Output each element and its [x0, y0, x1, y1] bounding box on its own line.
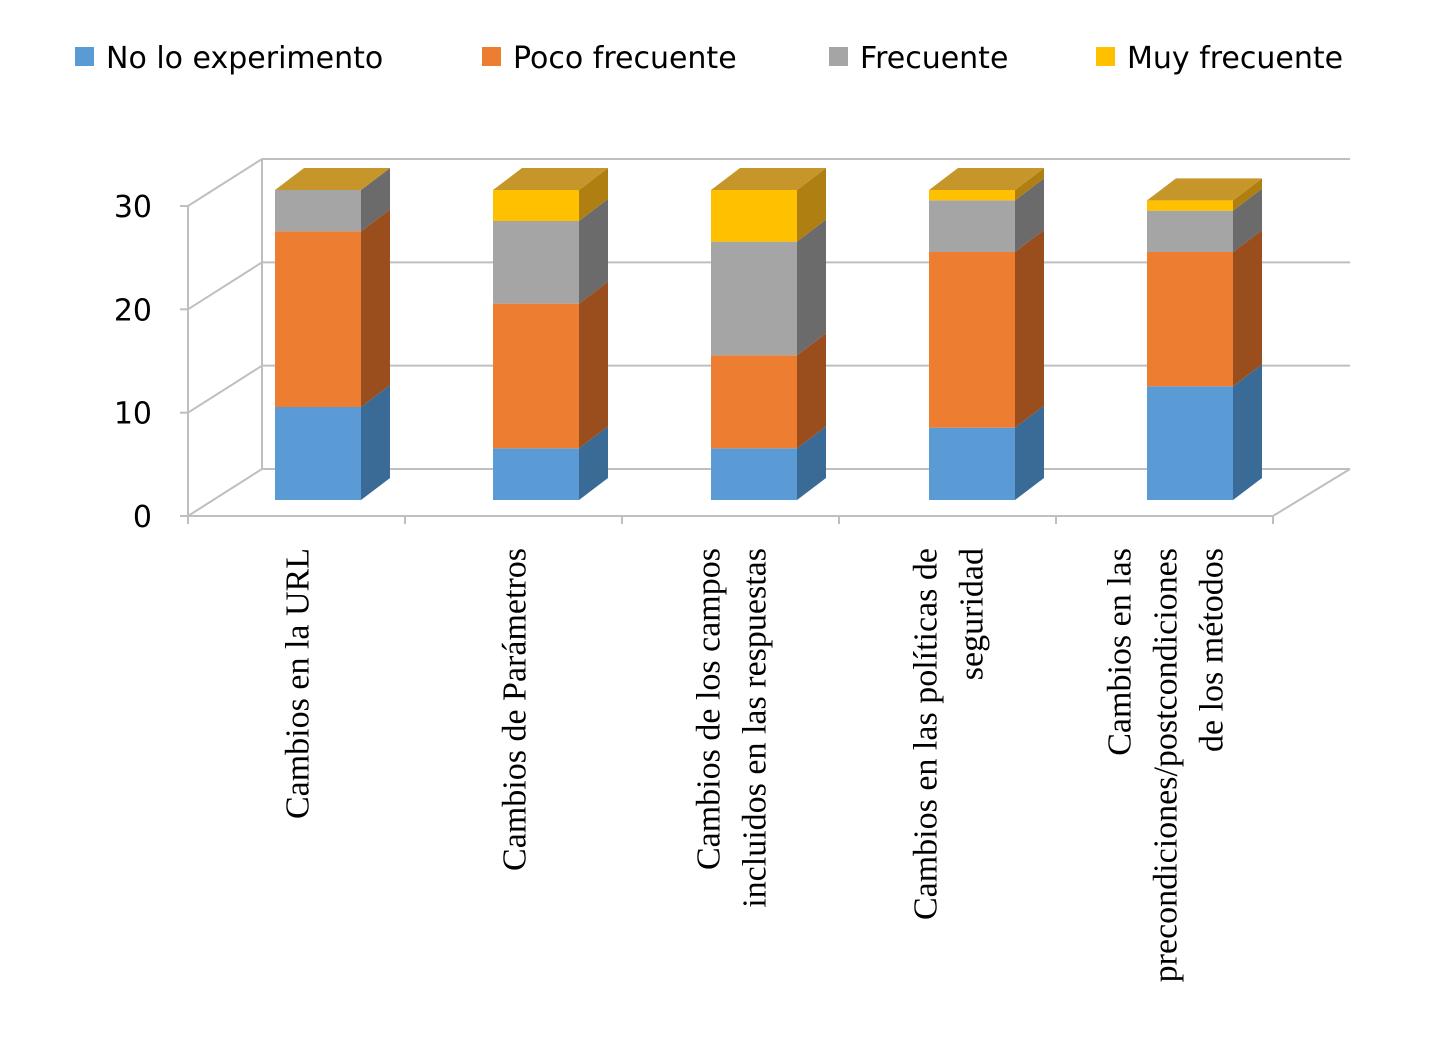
axes [180, 205, 1274, 524]
bar-segment-side [1015, 178, 1044, 252]
y-tick-label: 10 [114, 397, 152, 432]
x-tick-label-line: de los métodos [1194, 548, 1231, 752]
bar-segment [493, 448, 579, 500]
x-tick-label: Cambios de Parámetros [497, 548, 534, 871]
bar-segment [711, 448, 797, 500]
legend-swatch [75, 47, 94, 66]
bar-top-cap [929, 168, 1044, 190]
legend-entry: Muy frecuente [1096, 41, 1343, 76]
bar-segment-side [1233, 178, 1262, 211]
bar-segment [275, 190, 361, 232]
bar-segment-side [1015, 405, 1044, 500]
bar-segment [711, 241, 797, 356]
x-tick-label: Cambios de los campos incluidos en las re… [691, 548, 774, 908]
bar-segment-side [579, 168, 608, 221]
legend-swatch [1096, 47, 1115, 66]
legend-label: Frecuente [860, 41, 1008, 76]
bar-segment-side [1233, 364, 1262, 500]
legend-entry: Poco frecuente [482, 41, 737, 76]
bar-top-cap [493, 168, 608, 190]
bar-stack [1147, 178, 1262, 500]
x-tick-label-line: Cambios de Parámetros [497, 548, 534, 871]
bar-segment [1147, 200, 1233, 211]
bar-top-cap [711, 168, 826, 190]
y-tick-label: 30 [114, 190, 152, 225]
y-tick-label: 0 [133, 500, 152, 535]
bar-segment [711, 190, 797, 242]
bar-segment-side [1015, 168, 1044, 201]
legend-entry: No lo experimento [75, 41, 383, 76]
legend-swatch [829, 47, 848, 66]
bar-segment-side [361, 168, 390, 232]
x-tick-label-line: Cambios en las políticas de [908, 548, 945, 920]
bar-segment-side [579, 426, 608, 500]
legend-label: Poco frecuente [513, 41, 737, 76]
x-tick-label: Cambios en las precondiciones/postcondici… [1102, 548, 1231, 982]
bar-segment-side [1233, 188, 1262, 252]
bar-segment-side [797, 219, 826, 356]
bar-segment [275, 231, 361, 407]
x-tick-label-line: Cambios en la URL [280, 548, 317, 819]
bar-segment-side [361, 385, 390, 500]
legend-label: Muy frecuente [1127, 41, 1343, 76]
side-gridline [187, 261, 263, 311]
side-gridline [187, 468, 263, 517]
bar-segment [493, 190, 579, 221]
x-tick-label: Cambios en la URL [280, 548, 317, 819]
bar-segment [711, 355, 797, 449]
floor-right-edge [1272, 468, 1351, 517]
bars [275, 168, 1262, 500]
bar-top-cap [1147, 178, 1262, 201]
x-tick-label-line: incluidos en las respuestas [737, 548, 774, 908]
bar-segment-side [797, 426, 826, 500]
y-axis-ticks: 0 10 20 30 [114, 190, 152, 535]
bar-segment-side [1015, 230, 1044, 428]
bar-segment [493, 303, 579, 449]
bar-stack [711, 168, 826, 500]
side-gridline [187, 364, 263, 414]
legend: No lo experimento Poco frecuente Frecuente… [75, 41, 1343, 76]
bar-stack [493, 168, 608, 500]
bar-segment-side [797, 333, 826, 449]
bar-segment [493, 221, 579, 304]
x-axis-ticks: Cambios en la URL Cambios de Parámetros Ca… [280, 548, 1231, 982]
bar-segment [929, 427, 1015, 500]
bar-segment-side [797, 168, 826, 242]
bar-segment [929, 252, 1015, 428]
legend-entry: Frecuente [829, 41, 1008, 76]
x-tick-label-line: precondiciones/postcondiciones [1148, 548, 1185, 982]
bar-segment [1147, 210, 1233, 252]
bar-segment [929, 200, 1015, 252]
bar-segment-side [579, 281, 608, 449]
legend-swatch [482, 47, 501, 66]
bar-top-cap [275, 168, 390, 190]
x-tick-label-line: Cambios de los campos [691, 548, 728, 870]
x-tick-label: Cambios en las políticas de seguridad [908, 548, 991, 920]
bar-segment [1147, 252, 1233, 387]
bar-segment [929, 190, 1015, 201]
x-tick-label-line: Cambios en las [1102, 548, 1139, 756]
x-tick-label-line: seguridad [954, 548, 991, 680]
side-gridline [187, 158, 263, 207]
bar-segment [1147, 386, 1233, 500]
bar-stack [929, 168, 1044, 500]
legend-label: No lo experimento [106, 41, 383, 76]
bar-segment-side [1233, 230, 1262, 387]
y-tick-label: 20 [114, 293, 152, 328]
bar-segment [275, 407, 361, 500]
bar-segment-side [361, 209, 390, 407]
bar-stack [275, 168, 390, 500]
bar-segment-side [579, 199, 608, 304]
